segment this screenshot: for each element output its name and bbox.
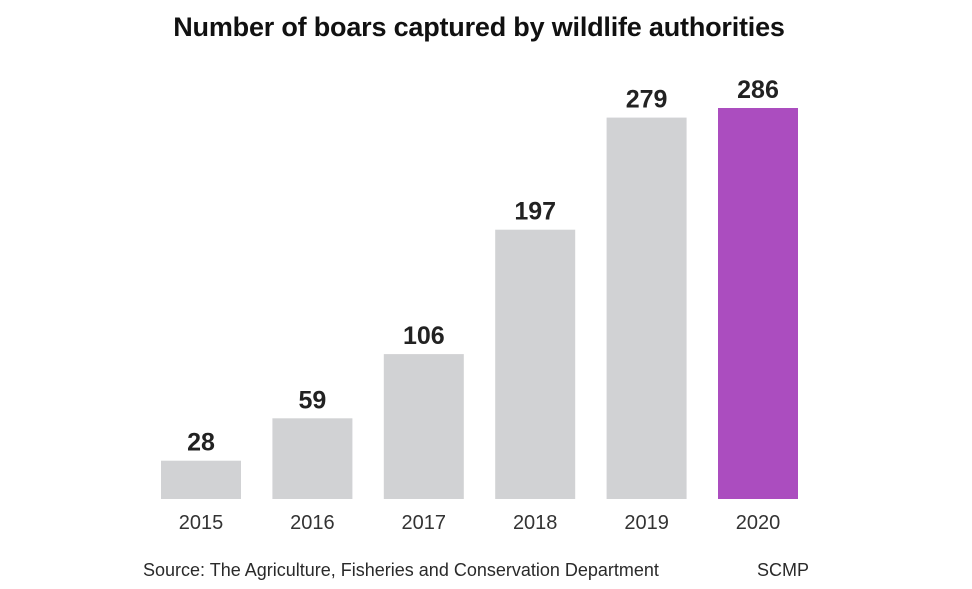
x-tick-label-2019: 2019 <box>624 512 669 534</box>
data-label-2016: 59 <box>298 386 326 414</box>
x-tick-label-2017: 2017 <box>402 512 447 534</box>
data-label-2019: 279 <box>626 86 668 114</box>
x-tick-label-2020: 2020 <box>736 512 781 534</box>
x-tick-label-2015: 2015 <box>179 512 224 534</box>
source-note: Source: The Agriculture, Fisheries and C… <box>143 560 659 580</box>
data-label-2018: 197 <box>514 198 556 226</box>
bar-2017 <box>383 354 464 499</box>
bar-2016 <box>272 418 353 499</box>
bar-2020 <box>718 108 798 499</box>
chart-title: Number of boars captured by wildlife aut… <box>173 12 785 42</box>
bar-2018 <box>495 229 576 499</box>
x-tick-label-2018: 2018 <box>513 512 558 534</box>
brand-label: SCMP <box>757 560 810 580</box>
data-label-2015: 28 <box>187 429 215 457</box>
data-label-2020: 286 <box>737 76 779 104</box>
x-tick-label-2016: 2016 <box>290 512 335 534</box>
data-label-2017: 106 <box>403 322 445 350</box>
bar-2019 <box>606 117 687 499</box>
bar-2015 <box>161 460 241 499</box>
